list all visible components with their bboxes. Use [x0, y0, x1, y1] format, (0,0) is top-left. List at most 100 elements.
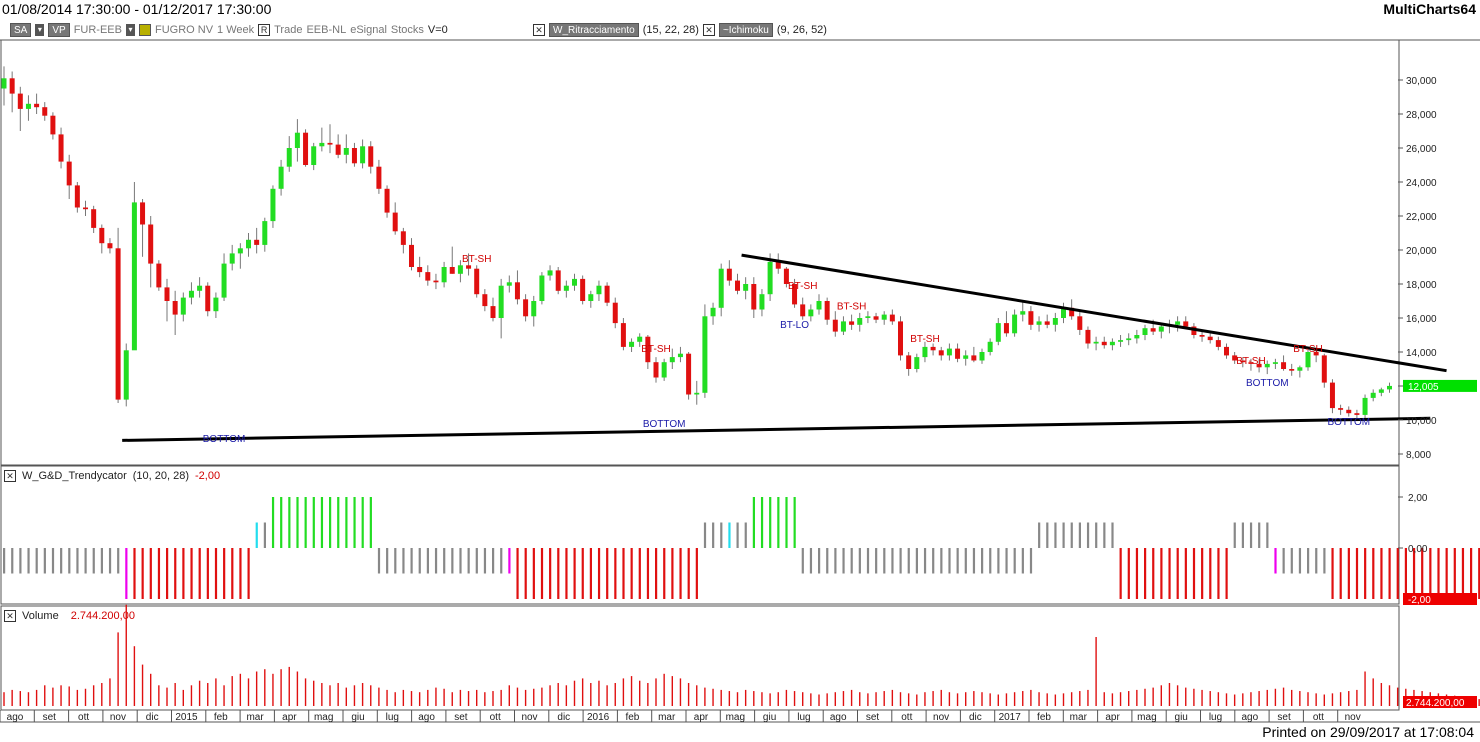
candle-body: [417, 267, 423, 273]
volume-indicator-name[interactable]: Volume: [22, 610, 59, 622]
candle-body: [572, 278, 577, 286]
candle-body: [351, 148, 357, 164]
time-tick-label: set: [43, 712, 57, 723]
close-icon[interactable]: ✕: [4, 470, 16, 482]
trend-bar: [182, 548, 185, 599]
candle-body: [824, 301, 830, 320]
sa-button[interactable]: SA: [10, 23, 32, 37]
candle-body: [604, 285, 610, 303]
candle-body: [205, 285, 211, 312]
trend-bar: [736, 522, 739, 548]
trend-bar: [793, 497, 796, 548]
trend-bar: [981, 548, 984, 574]
trend-bar: [239, 548, 242, 599]
symbol-dropdown-icon[interactable]: ▾: [125, 24, 135, 36]
instrument-icon: [138, 24, 151, 36]
trend-bar: [883, 548, 886, 574]
candle-body: [221, 263, 227, 298]
candle-body: [1012, 314, 1018, 334]
candle-body: [914, 357, 920, 369]
trend-bar: [27, 548, 30, 574]
r-button[interactable]: R: [258, 24, 271, 36]
candle-body: [1264, 363, 1270, 368]
candle-body: [91, 209, 97, 228]
time-tick-label: dic: [557, 712, 570, 723]
pattern-label: BT-LO: [780, 320, 809, 331]
trend-bar: [1046, 522, 1049, 548]
candle-body: [286, 148, 292, 167]
candle-body: [645, 336, 651, 363]
trend-bar: [972, 548, 976, 574]
candle-body: [1215, 340, 1221, 347]
time-tick-label: feb: [1037, 712, 1051, 723]
candle-body: [1378, 389, 1384, 393]
candle-body: [1370, 392, 1376, 398]
trend-bar: [402, 548, 405, 574]
candle-body: [702, 316, 708, 393]
trend-bar: [1364, 548, 1367, 599]
price-tick-label: 14,000: [1406, 348, 1437, 359]
volume-setting-label: V=0: [427, 24, 448, 36]
trend-bar: [826, 548, 829, 574]
candle-body: [531, 301, 537, 317]
price-tick-label: 18,000: [1406, 280, 1437, 291]
trend-bar: [891, 548, 894, 574]
trend-bar: [1298, 548, 1302, 574]
close-icon[interactable]: ✕: [702, 24, 715, 36]
candle-body: [547, 270, 553, 276]
time-tick-label: mar: [1070, 712, 1088, 723]
indicator2-name[interactable]: ~Ichimoku: [718, 23, 773, 37]
indicator1-name[interactable]: W_Ritracciamento: [549, 23, 639, 37]
candle-body: [743, 284, 749, 291]
candle-body: [1175, 321, 1181, 325]
trend-bar: [638, 548, 641, 599]
trend-bar: [801, 548, 804, 574]
candle-body: [50, 115, 56, 135]
close-icon[interactable]: ✕: [4, 610, 16, 622]
candle-body: [971, 355, 977, 361]
trend-bar: [1225, 548, 1228, 599]
candle-body: [1329, 382, 1335, 409]
date-range-title: 01/08/2014 17:30:00 - 01/12/2017 17:30:0…: [2, 1, 272, 17]
trend-bar: [43, 548, 46, 574]
r-label: R: [260, 25, 268, 35]
candle-body: [1321, 355, 1327, 383]
candle-body: [930, 346, 936, 351]
pattern-label: BT-SH: [462, 254, 491, 265]
trend-bar: [622, 548, 625, 599]
trend-bar: [777, 497, 780, 548]
trend-bar: [899, 548, 902, 574]
candle-body: [555, 270, 561, 291]
trend-bar: [915, 548, 918, 574]
candle-body: [1036, 321, 1042, 325]
trend-bar: [1070, 522, 1073, 548]
trend-indicator-name[interactable]: W_G&D_Trendycator: [22, 470, 127, 482]
candle-body: [66, 161, 72, 186]
trend-bar: [842, 548, 845, 574]
candle-body: [1069, 307, 1075, 317]
trend-bar: [1339, 548, 1342, 599]
volume-panel-legend: ✕ Volume 2.744.200,00: [4, 610, 135, 622]
trend-bar: [858, 548, 861, 574]
trend-last-box: [1403, 593, 1477, 605]
candle-body: [735, 280, 740, 291]
trend-bar: [345, 497, 348, 548]
candle-body: [1354, 413, 1360, 415]
vp-button[interactable]: VP: [48, 23, 70, 37]
trend-bar: [1461, 548, 1465, 599]
close-icon[interactable]: ✕: [533, 24, 545, 36]
candle-body: [449, 267, 455, 274]
trend-bar: [1062, 522, 1065, 548]
trend-indicator-params: (10, 20, 28): [132, 470, 190, 482]
candle-body: [441, 267, 447, 283]
volume-last-label: 2.744.200,00: [1406, 698, 1465, 709]
time-tick-label: ago: [418, 712, 435, 723]
pattern-label: BOTTOM: [1246, 378, 1289, 389]
trend-bar: [149, 548, 152, 599]
candle-body: [612, 302, 618, 324]
candle-body: [311, 146, 317, 165]
trend-bar: [1404, 548, 1407, 599]
sa-dropdown-icon[interactable]: ▾: [35, 24, 45, 36]
trend-bar: [166, 548, 169, 599]
